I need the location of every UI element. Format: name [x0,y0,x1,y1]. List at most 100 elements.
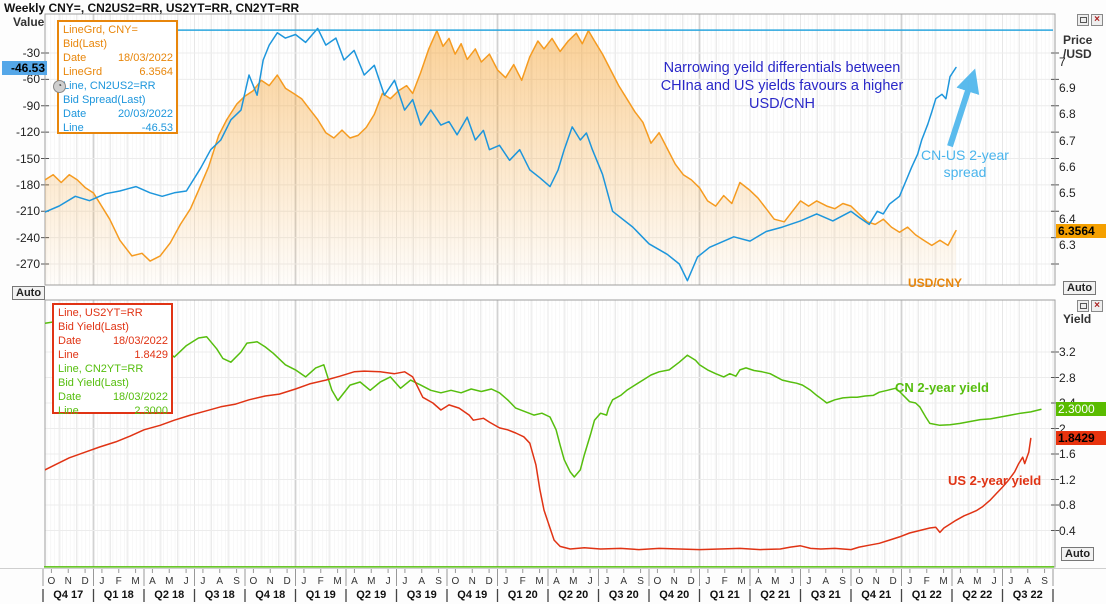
month-label: A [1024,576,1032,587]
legend-row: LineGrd, CNY= [63,23,173,37]
legend-row: Line -46.53 [63,121,173,135]
month-label: M [771,576,780,587]
quarter-label: Q1 20 [507,589,538,601]
tick-label: -240 [15,230,40,245]
legend-value: 6.3564 [139,66,173,78]
legend-label: Line, CN2YT=RR [58,363,144,375]
quarter-label: Q4 17 [53,589,84,601]
legend-label: Line, CN2US2=RR [63,80,156,92]
month-label: F [923,576,930,587]
quarter-label: Q1 22 [911,589,942,601]
legend-label: Line [63,122,84,134]
legend-value: 18/03/2022 [112,391,168,403]
month-label: J [200,576,206,587]
tick-label: -30 [22,46,40,60]
month-label: D [81,576,89,587]
price-axis-label: Price /USD [1063,33,1093,61]
month-label: A [351,576,358,587]
restore-window-icon [1079,303,1087,309]
quarter-label: Q2 21 [760,589,791,601]
us-yield-last-value-badge: 1.8429 [1056,431,1106,445]
month-label: J [385,576,391,587]
month-label: A [216,576,224,587]
close-icon[interactable]: × [1091,14,1103,26]
tick-label: -90 [22,98,40,113]
tick-label: -120 [15,125,40,140]
tick-label: 6.9 [1059,81,1076,96]
month-label: N [266,576,274,587]
month-label: J [907,576,913,587]
spread-last-value-badge: -46.53 [2,61,47,75]
quarter-label: Q3 22 [1012,589,1043,601]
legend-label: LineGrd [63,66,103,78]
month-label: M [131,576,140,587]
usdcny-series-label: USD/CNY [908,276,963,290]
clock-icon: ◔ [53,80,66,93]
legend-value: 2.3000 [134,405,168,417]
restore-window-icon [1079,17,1087,23]
minimize-icon[interactable] [1077,300,1089,312]
month-label: S [839,576,846,587]
legend-row: Date 18/03/2022 [58,390,168,404]
legend-row: Date 20/03/2022 [63,107,173,121]
month-label: J [402,576,408,587]
month-label: F [115,576,122,587]
auto-scale-button-bottom-right[interactable]: Auto [1061,547,1095,561]
legend-label: Line [58,405,79,417]
month-label: S [1041,576,1048,587]
quarter-label: Q1 21 [709,589,740,601]
tick-label: -150 [15,151,40,166]
tick-label: -60 [22,72,40,87]
month-label: J [503,576,509,587]
legend-label: Bid(Last) [63,38,108,50]
legend-label: Bid Yield(Last) [58,377,129,389]
month-label: A [620,576,628,587]
legend-row: Bid(Last) [63,37,173,51]
month-label: O [855,576,864,587]
legend-row: LineGrd 6.3564 [63,65,173,79]
legend-top-panel[interactable]: LineGrd, CNY= Bid(Last) Date 18/03/2022 Line… [53,20,178,135]
quarter-label: Q2 20 [558,589,589,601]
tick-label: 6.5 [1059,186,1076,200]
tick-label: 1.2 [1059,472,1076,487]
legend-label: LineGrd, CNY= [63,24,138,36]
month-label: S [435,576,442,587]
month-label: O [47,576,56,587]
minimize-icon[interactable] [1077,14,1089,26]
month-label: J [604,576,610,587]
month-label: J [705,576,711,587]
month-label: O [249,576,258,587]
quarter-label: Q3 20 [608,589,639,601]
tick-label: -270 [15,257,40,271]
month-label: M [973,576,982,587]
tick-label: 3.2 [1059,345,1076,359]
month-label: F [317,576,324,587]
quarter-label: Q2 19 [356,589,387,601]
legend-row: Line 2.3000 [58,404,168,418]
close-icon[interactable]: × [1091,300,1103,312]
legend-row: Bid Yield(Last) [58,376,168,390]
usdcny-last-value-badge: 6.3564 [1056,224,1106,238]
quarter-label: Q3 21 [810,589,841,601]
month-label: A [822,576,830,587]
legend-label: Date [63,108,87,120]
month-label: J [587,576,593,587]
month-label: D [485,576,493,587]
month-label: O [653,576,662,587]
cn-yield-last-value-badge: 2.3000 [1056,402,1106,416]
tick-label: 2 [1059,421,1066,436]
legend-label: Line, US2YT=RR [58,307,143,319]
month-label: D [889,576,897,587]
month-label: N [64,576,72,587]
month-label: J [1008,576,1014,587]
month-label: M [939,576,948,587]
auto-scale-button-top-right[interactable]: Auto [1063,281,1097,295]
legend-value: 18/03/2022 [112,335,168,347]
auto-scale-button-top-left[interactable]: Auto [12,286,46,300]
legend-bottom-panel[interactable]: Line, US2YT=RR Bid Yield(Last) Date 18/03/2… [52,303,173,417]
tick-label: 6.8 [1059,107,1076,122]
us-yield-series-label: US 2-year yield [948,473,1042,488]
legend-row: Date 18/03/2022 [58,334,168,348]
